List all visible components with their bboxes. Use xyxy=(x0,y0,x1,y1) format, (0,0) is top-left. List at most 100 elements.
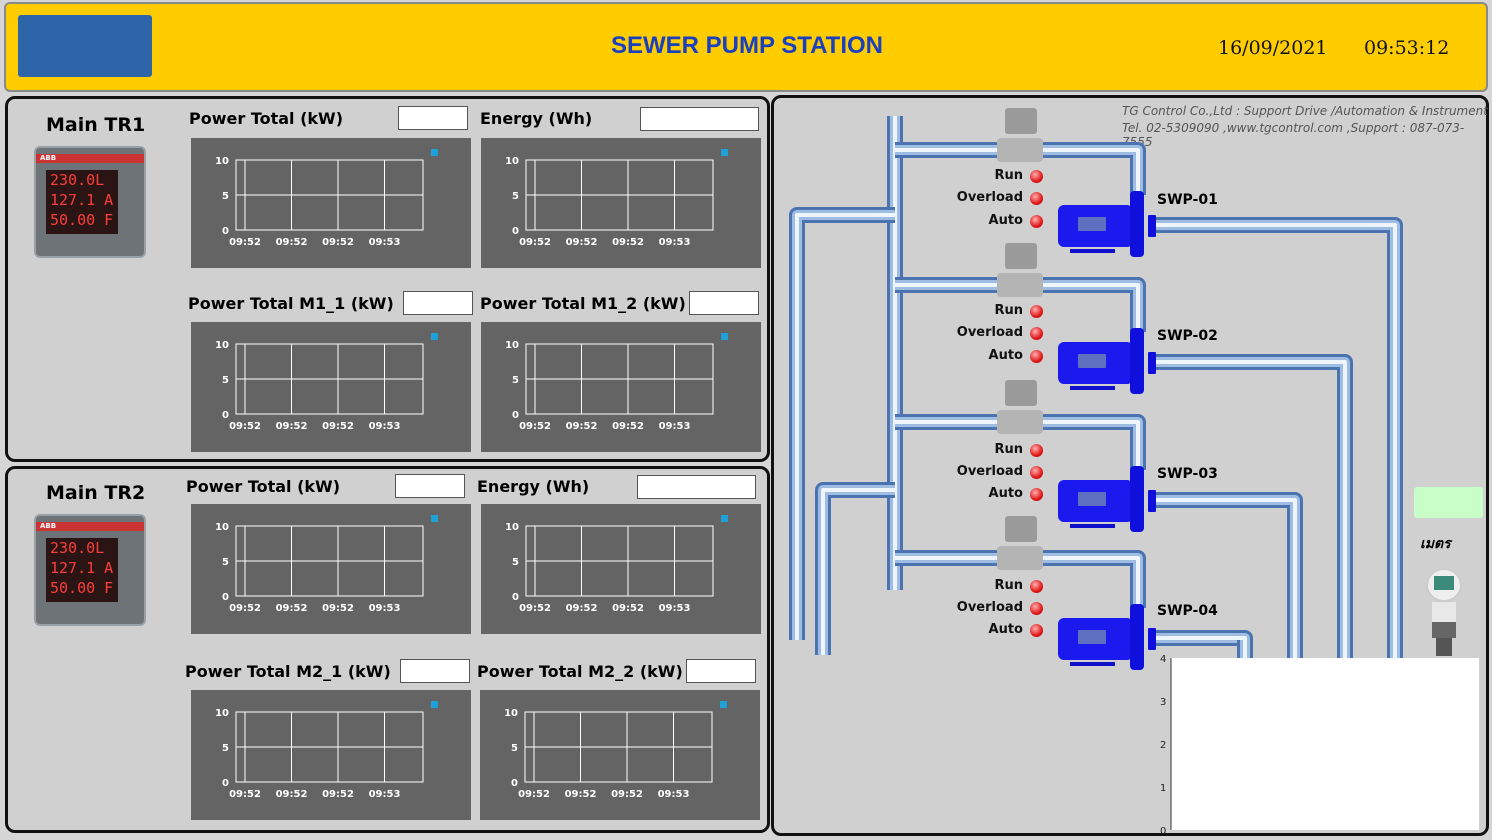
status-led-icon xyxy=(1030,624,1043,637)
trend-chart: 0 5 10 09:52 09:52 09:52 09:53 xyxy=(191,322,471,452)
pump-flange xyxy=(1148,628,1156,650)
pump-base xyxy=(1070,662,1115,666)
y-tick-label: 10 xyxy=(215,156,229,167)
valve-actuator-icon xyxy=(1005,243,1037,269)
trend-chart: 0 5 10 09:52 09:52 09:52 09:53 xyxy=(191,690,471,820)
valve-actuator-icon xyxy=(1005,108,1037,134)
pump-name-label: SWP-01 xyxy=(1157,192,1218,208)
legend-marker xyxy=(431,149,438,156)
return-pipe-1 xyxy=(792,210,895,640)
meter-line: 127.1 A xyxy=(50,191,114,209)
meter-brand-label: ABB xyxy=(40,154,57,162)
meter-screen: 230.0L 127.1 A 50.00 F xyxy=(46,170,118,234)
y-tick-label: 0 xyxy=(512,226,519,237)
return-pipe-2 xyxy=(818,485,895,655)
meter-screen: 230.0L 127.1 A 50.00 F xyxy=(46,538,118,602)
level-value-display xyxy=(1414,487,1483,518)
y-tick-label: 0 xyxy=(222,778,229,789)
trend-chart: 0 5 10 09:52 09:52 09:52 09:53 xyxy=(481,138,761,268)
pump-volute-icon xyxy=(1130,604,1144,670)
pump-volute-icon xyxy=(1130,328,1144,394)
metric-value-field[interactable] xyxy=(689,291,759,315)
tank-tick-label: 3 xyxy=(1160,697,1166,708)
x-tick-label: 09:53 xyxy=(369,237,401,248)
x-tick-label: 09:52 xyxy=(322,789,354,800)
valve-body-icon xyxy=(997,273,1043,297)
legend-marker xyxy=(721,515,728,522)
valve-body-icon xyxy=(997,138,1043,162)
x-tick-label: 09:52 xyxy=(276,789,308,800)
status-label: Run xyxy=(994,168,1023,183)
tank-tick-label: 2 xyxy=(1160,740,1166,751)
status-label: Run xyxy=(994,578,1023,593)
suction-pipe xyxy=(895,420,1140,470)
tr1-title: Main TR1 xyxy=(46,114,146,136)
y-tick-label: 10 xyxy=(505,156,519,167)
x-tick-label: 09:52 xyxy=(566,603,598,614)
x-tick-label: 09:52 xyxy=(612,421,644,432)
x-tick-label: 09:52 xyxy=(276,421,308,432)
pump-volute-icon xyxy=(1130,191,1144,257)
return-pipe-2 xyxy=(815,482,895,655)
legend-marker xyxy=(721,333,728,340)
tank-level-chart xyxy=(1171,658,1479,830)
y-tick-label: 10 xyxy=(215,340,229,351)
pump-base xyxy=(1070,386,1115,390)
suction-pipe xyxy=(895,556,1140,608)
y-tick-label: 0 xyxy=(512,592,519,603)
status-led-icon xyxy=(1030,170,1043,183)
status-label: Overload xyxy=(956,325,1023,340)
legend-marker xyxy=(431,333,438,340)
metric-value-field[interactable] xyxy=(637,475,756,499)
metric-value-field[interactable] xyxy=(398,106,468,130)
metric-value-field[interactable] xyxy=(400,659,470,683)
discharge-pipe xyxy=(1150,223,1397,720)
y-tick-label: 10 xyxy=(505,340,519,351)
pump-base xyxy=(1070,249,1115,253)
x-tick-label: 09:53 xyxy=(369,789,401,800)
metric-label: Energy (Wh) xyxy=(477,477,590,496)
y-tick-label: 5 xyxy=(222,557,229,568)
tank-tick-label: 0 xyxy=(1160,826,1166,837)
meter-brand-bar: ABB xyxy=(36,522,144,531)
trend-chart: 0 5 10 09:52 09:52 09:52 09:53 xyxy=(481,322,761,452)
meter-line: 50.00 F xyxy=(50,211,114,229)
x-tick-label: 09:53 xyxy=(659,421,691,432)
y-tick-label: 0 xyxy=(511,778,518,789)
x-tick-label: 09:52 xyxy=(229,603,261,614)
pump-flange xyxy=(1148,490,1156,512)
logo-box xyxy=(18,15,152,77)
meter-line: 127.1 A xyxy=(50,559,114,577)
meter-line: 50.00 F xyxy=(50,579,114,597)
y-tick-label: 0 xyxy=(222,410,229,421)
metric-label: Power Total (kW) xyxy=(186,477,341,496)
date-display: 16/09/2021 xyxy=(1218,37,1328,59)
x-tick-label: 09:52 xyxy=(519,421,551,432)
x-tick-label: 09:53 xyxy=(658,789,690,800)
x-tick-label: 09:53 xyxy=(659,237,691,248)
pump-nameplate xyxy=(1078,630,1106,644)
metric-value-field[interactable] xyxy=(686,659,756,683)
tank-tick-label: 1 xyxy=(1160,783,1166,794)
trend-chart-svg: 0 5 10 09:52 09:52 09:52 09:53 xyxy=(505,149,728,248)
y-tick-label: 10 xyxy=(215,522,229,533)
status-led-icon xyxy=(1030,602,1043,615)
pump-nameplate xyxy=(1078,354,1106,368)
meter-brand-label: ABB xyxy=(40,522,57,530)
trend-chart-svg: 0 5 10 09:52 09:52 09:52 09:53 xyxy=(215,333,438,432)
y-tick-label: 0 xyxy=(222,592,229,603)
power-meter-image: ABB 230.0L 127.1 A 50.00 F xyxy=(34,146,146,258)
y-tick-label: 5 xyxy=(512,557,519,568)
valve-actuator-icon xyxy=(1005,380,1037,406)
metric-value-field[interactable] xyxy=(403,291,473,315)
pump-nameplate xyxy=(1078,492,1106,506)
metric-value-field[interactable] xyxy=(395,474,465,498)
trend-chart: 0 5 10 09:52 09:52 09:52 09:53 xyxy=(191,138,471,268)
metric-label: Power Total M1_1 (kW) xyxy=(188,294,394,313)
pump-nameplate xyxy=(1078,217,1106,231)
metric-value-field[interactable] xyxy=(640,107,759,131)
valve-actuator-icon xyxy=(1005,516,1037,542)
status-label: Run xyxy=(994,303,1023,318)
meter-brand-bar: ABB xyxy=(36,154,144,163)
